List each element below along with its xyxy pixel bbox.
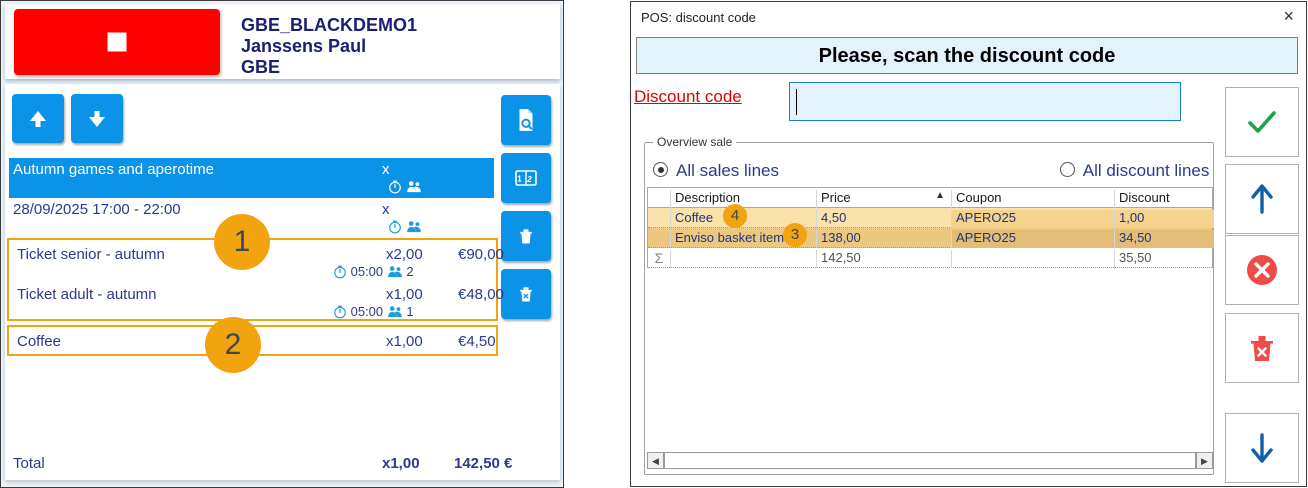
svg-text:1: 1	[517, 175, 522, 184]
svg-text:2: 2	[526, 175, 532, 184]
